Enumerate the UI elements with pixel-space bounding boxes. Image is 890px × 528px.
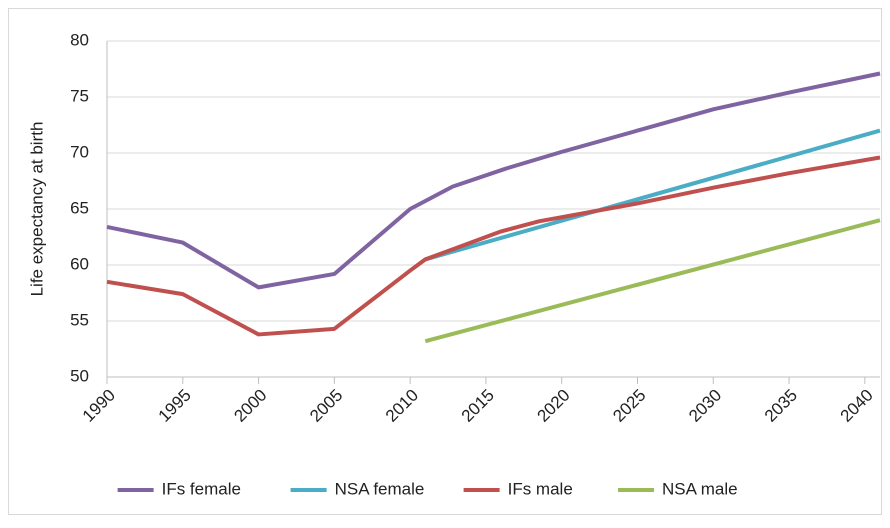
- y-tick-label: 60: [70, 254, 89, 273]
- y-tick-label: 55: [70, 310, 89, 329]
- y-tick-label: 75: [70, 86, 89, 105]
- chart-frame: [8, 8, 882, 515]
- series-line: [424, 128, 881, 262]
- y-tick-label: 80: [70, 30, 89, 49]
- series-line: [106, 71, 881, 290]
- legend-label: NSA male: [662, 479, 738, 498]
- legend-label: IFs male: [508, 479, 573, 498]
- series-line: [424, 218, 881, 344]
- y-axis-label: Life expectancy at birth: [27, 122, 46, 297]
- y-tick-label: 65: [70, 198, 89, 217]
- legend-label: IFs female: [162, 479, 241, 498]
- y-tick-label: 50: [70, 366, 89, 385]
- legend-label: NSA female: [335, 479, 425, 498]
- series-line: [106, 155, 881, 337]
- y-tick-label: 70: [70, 142, 89, 161]
